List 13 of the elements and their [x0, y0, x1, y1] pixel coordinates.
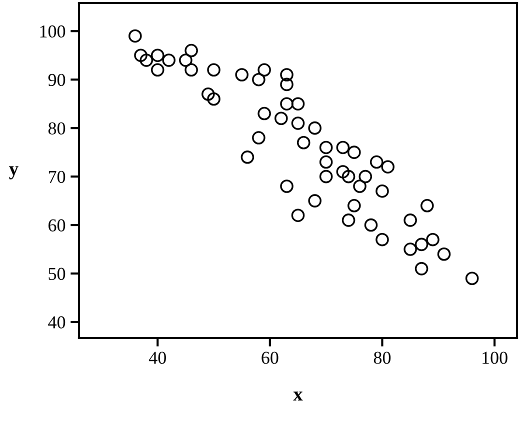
x-tick-label: 80 [374, 352, 391, 364]
y-tick-label: 70 [48, 170, 66, 183]
y-tick-label: 60 [48, 219, 66, 232]
y-axis-title: y [9, 166, 18, 180]
y-tick-label: 50 [48, 268, 66, 280]
x-axis-title: x [293, 392, 303, 401]
x-tick-label: 100 [482, 352, 508, 364]
y-tick-label: 40 [48, 316, 66, 328]
x-tick-label: 40 [148, 352, 166, 364]
y-tick-label: 90 [48, 74, 66, 86]
y-tick-label: 100 [40, 25, 66, 38]
x-tick-label: 60 [262, 352, 278, 364]
y-tick-label: 80 [48, 122, 66, 135]
